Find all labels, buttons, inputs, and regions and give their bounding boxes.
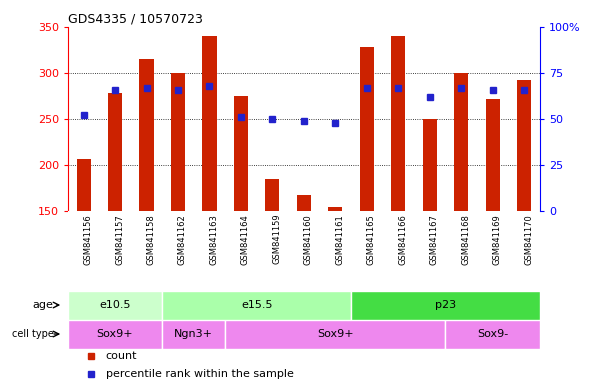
Bar <box>162 291 351 319</box>
Text: e15.5: e15.5 <box>241 300 273 310</box>
Bar <box>422 119 437 212</box>
Text: GSM841157: GSM841157 <box>115 214 124 265</box>
Text: GSM841168: GSM841168 <box>461 214 470 265</box>
Text: GSM841162: GSM841162 <box>178 214 187 265</box>
Text: percentile rank within the sample: percentile rank within the sample <box>106 369 293 379</box>
Bar <box>162 319 225 349</box>
Bar <box>202 36 217 212</box>
Text: age: age <box>33 300 54 310</box>
Bar <box>454 73 468 212</box>
Text: GSM841165: GSM841165 <box>367 214 376 265</box>
Text: GSM841161: GSM841161 <box>335 214 345 265</box>
Bar <box>297 195 311 212</box>
Bar <box>171 73 185 212</box>
Text: cell type: cell type <box>12 329 54 339</box>
Bar <box>351 291 540 319</box>
Text: GSM841170: GSM841170 <box>524 214 533 265</box>
Bar <box>391 36 405 212</box>
Bar <box>77 159 91 212</box>
Bar <box>445 319 540 349</box>
Bar <box>68 319 162 349</box>
Text: GSM841166: GSM841166 <box>398 214 407 265</box>
Text: p23: p23 <box>435 300 456 310</box>
Text: GSM841167: GSM841167 <box>430 214 439 265</box>
Text: Ngn3+: Ngn3+ <box>174 329 213 339</box>
Bar <box>225 319 445 349</box>
Bar <box>234 96 248 212</box>
Bar <box>517 80 531 212</box>
Text: e10.5: e10.5 <box>99 300 131 310</box>
Bar <box>68 291 162 319</box>
Text: GSM841159: GSM841159 <box>273 214 281 265</box>
Text: GSM841160: GSM841160 <box>304 214 313 265</box>
Bar <box>266 179 280 212</box>
Text: GSM841164: GSM841164 <box>241 214 250 265</box>
Text: GDS4335 / 10570723: GDS4335 / 10570723 <box>68 13 203 26</box>
Bar <box>328 207 342 212</box>
Text: count: count <box>106 351 137 361</box>
Text: GSM841163: GSM841163 <box>209 214 218 265</box>
Text: GSM841156: GSM841156 <box>84 214 93 265</box>
Text: GSM841158: GSM841158 <box>146 214 156 265</box>
Bar <box>108 93 122 212</box>
Text: GSM841169: GSM841169 <box>493 214 502 265</box>
Text: Sox9-: Sox9- <box>477 329 508 339</box>
Bar <box>360 47 374 212</box>
Text: Sox9+: Sox9+ <box>317 329 353 339</box>
Text: Sox9+: Sox9+ <box>97 329 133 339</box>
Bar <box>486 99 500 212</box>
Bar <box>139 59 153 212</box>
